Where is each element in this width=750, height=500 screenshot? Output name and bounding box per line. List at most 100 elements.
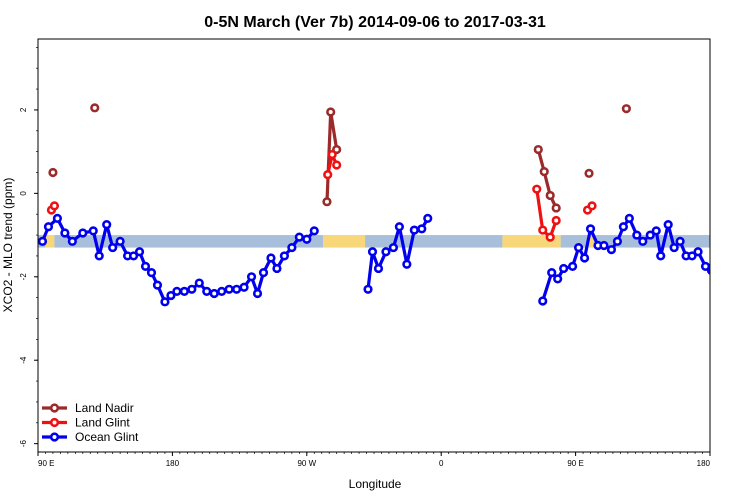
legend-item-land-glint: Land Glint	[42, 416, 130, 430]
series-land-glint	[46, 149, 597, 242]
y-tick-label: -4	[19, 356, 28, 364]
legend-swatch-point	[49, 417, 60, 428]
ocean-glint-point	[146, 268, 157, 278]
y-tick-label: 2	[19, 107, 28, 112]
land-nadir-point	[584, 168, 594, 178]
ocean-glint-point	[706, 266, 710, 275]
ocean-glint-point	[102, 220, 112, 230]
x-tick-label: 180	[166, 459, 180, 468]
ocean-glint-point	[722, 299, 729, 306]
ocean-glint-point	[160, 297, 170, 307]
ocean-glint-point	[258, 268, 269, 278]
ocean-glint-point	[166, 290, 176, 301]
ocean-glint-point	[94, 251, 104, 261]
ocean-glint-point	[78, 228, 88, 238]
ocean-glint-point	[209, 288, 219, 299]
legend-label: Land Nadir	[75, 401, 134, 415]
series-ocean-glint	[38, 213, 729, 307]
ocean-glint-point	[140, 261, 151, 271]
ocean-glint-point	[108, 242, 118, 253]
ocean-glint-point	[568, 261, 578, 271]
land-nadir-point	[551, 203, 561, 213]
y-axis-label: XCO2 - MLO trend (ppm)	[1, 178, 15, 313]
ocean-glint-point	[553, 274, 563, 284]
land-nadir-point	[322, 197, 332, 207]
ocean-glint-point	[302, 234, 312, 244]
ocean-glint-point	[279, 251, 290, 261]
ocean-glint-point	[402, 259, 412, 269]
legend-item-land-nadir: Land Nadir	[42, 401, 134, 415]
series-land-nadir	[48, 103, 631, 213]
ocean-glint-point	[579, 253, 590, 263]
y-axis: 2 0 -2 -4 -6	[19, 46, 38, 448]
land-nadir-point	[48, 167, 58, 178]
land-nadir-point	[533, 144, 543, 155]
y-tick-label: -6	[19, 440, 28, 448]
ocean-glint-point	[239, 282, 249, 292]
ocean-glint-point	[394, 222, 404, 232]
band-segment	[365, 235, 503, 248]
legend-swatch-point	[49, 432, 60, 442]
x-tick-label: 90 E	[38, 459, 54, 468]
ocean-glint-point	[538, 296, 548, 306]
ocean-glint-point	[187, 284, 197, 294]
ocean-glint-point	[417, 224, 427, 234]
land-nadir-point	[621, 104, 631, 114]
ocean-glint-point	[669, 242, 679, 253]
band-segment	[323, 235, 366, 248]
land-glint-point	[49, 201, 60, 211]
ocean-glint-point	[224, 284, 234, 294]
ocean-glint-point	[67, 236, 77, 246]
ocean-glint-point	[232, 284, 242, 294]
land-nadir-point	[545, 190, 555, 201]
land-glint-line	[535, 187, 558, 239]
ocean-glint-point	[287, 242, 297, 253]
ocean-glint-point	[128, 251, 139, 261]
ocean-glint-point	[52, 213, 63, 223]
land-nadir-point	[539, 167, 549, 177]
x-axis: 90 E 180 90 W 0 90 E 180	[37, 452, 711, 468]
land-glint-point	[538, 225, 548, 235]
ocean-glint-point	[612, 236, 623, 246]
land-nadir-point	[326, 107, 336, 117]
ocean-glint-point	[409, 225, 419, 235]
ocean-glint-point	[115, 236, 125, 246]
band-segment	[45, 235, 55, 248]
ocean-glint-point	[585, 224, 596, 234]
ocean-glint-point	[38, 236, 48, 246]
y-tick-label: -2	[19, 273, 28, 281]
ocean-glint-point	[700, 261, 710, 271]
ocean-glint-line	[541, 216, 710, 303]
ocean-glint-point	[272, 263, 282, 274]
ocean-glint-point	[294, 232, 304, 242]
ocean-glint-point	[217, 286, 227, 296]
ocean-glint-point	[573, 242, 584, 253]
land-glint-point	[323, 169, 333, 180]
ocean-glint-point	[651, 226, 661, 236]
ocean-glint-point	[194, 278, 204, 288]
legend-label: Land Glint	[75, 416, 130, 430]
ocean-glint-point	[687, 251, 697, 261]
ocean-glint-point	[179, 286, 189, 296]
ocean-glint-point	[645, 230, 655, 240]
land-glint-point	[327, 149, 337, 160]
series-layer	[38, 103, 729, 307]
ocean-glint-point	[663, 220, 673, 230]
ocean-glint-point	[367, 247, 378, 257]
ocean-glint-point	[202, 286, 212, 296]
land-nadir-line	[536, 148, 558, 210]
land-glint-point	[332, 160, 342, 170]
ocean-glint-point	[624, 213, 634, 223]
ocean-glint-point	[716, 282, 723, 289]
land-nadir-point	[90, 103, 100, 113]
ocean-glint-point	[88, 226, 98, 236]
ocean-glint-point	[638, 236, 648, 246]
ocean-glint-point	[632, 230, 642, 240]
x-tick-label: 0	[439, 459, 444, 468]
ocean-glint-point	[252, 288, 263, 299]
ocean-glint-point	[381, 247, 391, 257]
land-glint-point	[551, 215, 561, 226]
ocean-glint-point	[172, 286, 182, 296]
